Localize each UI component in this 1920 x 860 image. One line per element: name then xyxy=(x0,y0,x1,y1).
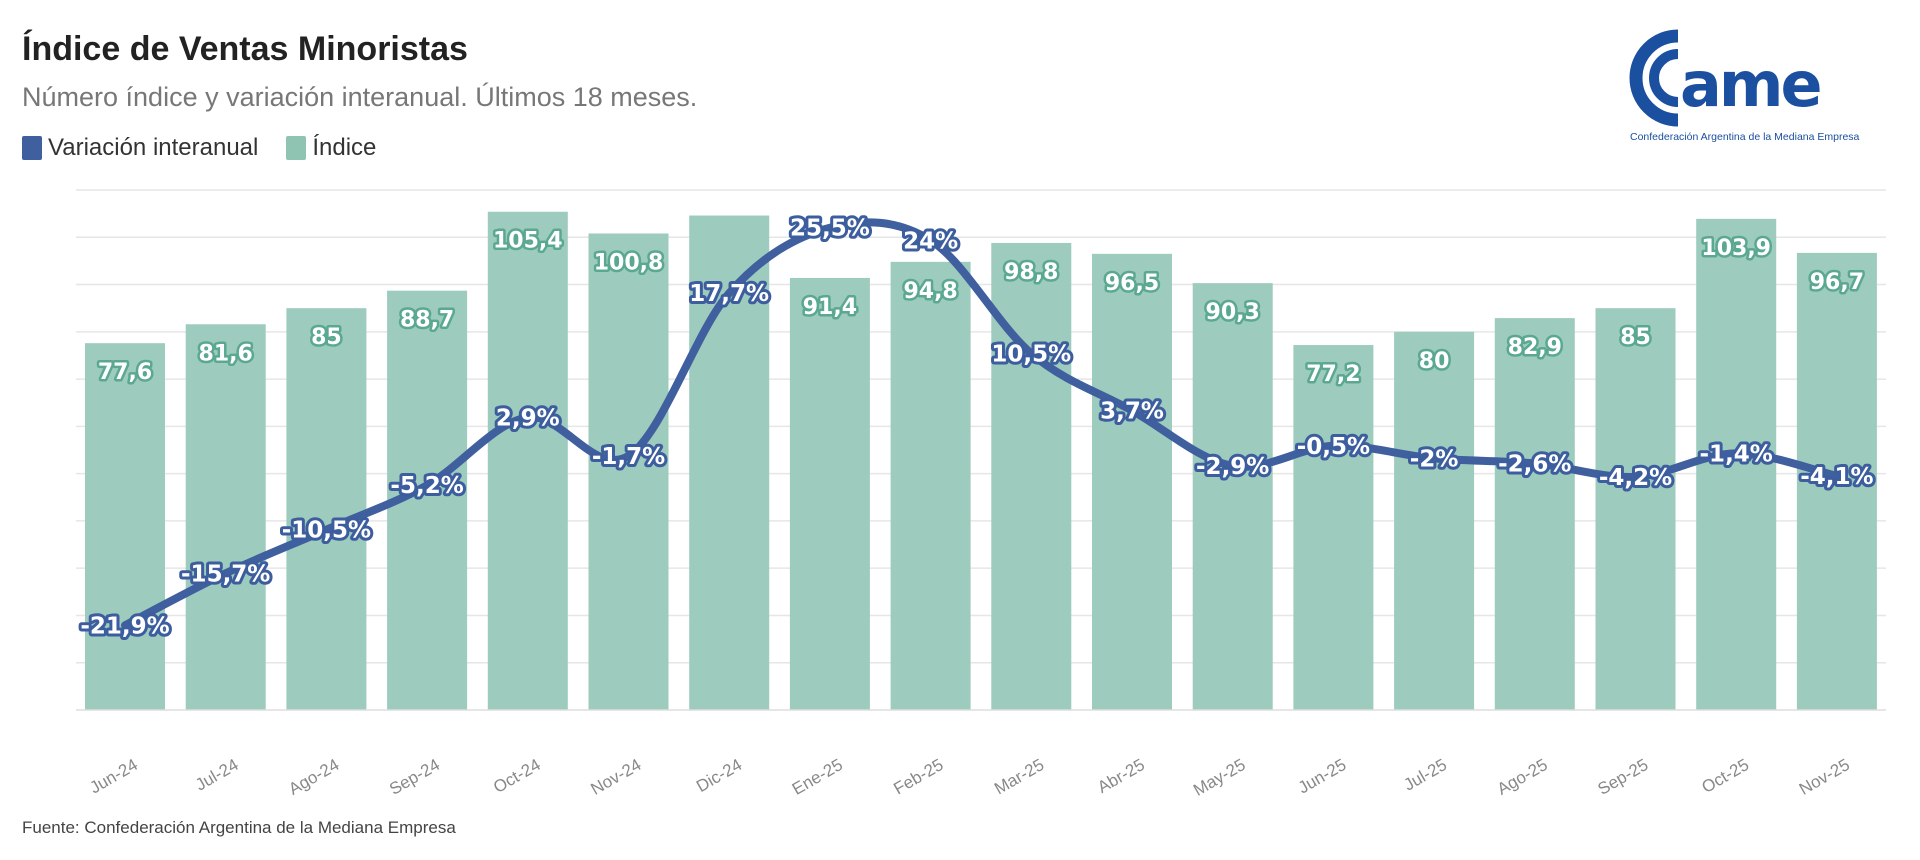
x-tick-label: Jun-24 xyxy=(86,755,141,797)
x-tick-label: Oct-25 xyxy=(1699,755,1753,797)
chart: 77,6 81,6 85 88,7 105,4 100,8 91,4 94,8 98,8 96,5… xyxy=(76,189,1886,800)
variation-point-label: 24% xyxy=(903,228,958,254)
variation-point-label: -4,1% xyxy=(1800,464,1873,490)
variation-point-label: -5,2% xyxy=(390,473,463,499)
bar-value-label: 85 xyxy=(311,325,342,350)
bar-Ago-24 xyxy=(286,308,367,710)
bar-Mar-25 xyxy=(991,242,1072,711)
bar-May-25 xyxy=(1192,283,1273,710)
variation-point-label: -0,5% xyxy=(1297,434,1370,460)
legend-swatch-indice xyxy=(286,136,307,160)
legend-label: Índice xyxy=(312,134,377,161)
bar-value-label: 91,4 xyxy=(803,295,857,320)
legend-item-variacion: Variación interanual xyxy=(22,134,258,162)
variation-point-label: -2,6% xyxy=(1498,451,1571,477)
came-logo: ame Confederación Argentina de la Median… xyxy=(1629,29,1860,143)
variation-point-label: 2,9% xyxy=(496,405,560,431)
x-tick-label: Abr-25 xyxy=(1094,755,1148,797)
legend-swatch-variacion xyxy=(22,136,42,160)
x-tick-label: Sep-25 xyxy=(1595,755,1652,799)
bar-Abr-25 xyxy=(1092,253,1172,710)
variation-point-label: -21,9% xyxy=(80,613,169,639)
bar-value-label: 77,6 xyxy=(98,360,152,385)
x-tick-label: May-25 xyxy=(1190,755,1249,800)
variation-point-label: 25,5% xyxy=(790,216,870,242)
x-tick-label: Jul-24 xyxy=(192,755,242,795)
x-tick-label: Sep-24 xyxy=(386,755,443,799)
x-tick-label: Nov-25 xyxy=(1796,755,1853,799)
bar-value-label: 90,3 xyxy=(1206,300,1260,325)
bar-value-label: 96,5 xyxy=(1105,271,1159,296)
x-tick-label: Jun-25 xyxy=(1295,755,1350,797)
variation-point-label: -10,5% xyxy=(282,518,371,544)
variation-point-label: -1,4% xyxy=(1700,441,1773,467)
x-tick-label: Nov-24 xyxy=(588,755,645,799)
bar-value-label: 81,6 xyxy=(199,341,253,366)
variation-point-label: 17,7% xyxy=(689,281,769,307)
variation-line xyxy=(121,218,1841,630)
variation-point-label: -2% xyxy=(1410,446,1459,472)
bar-Ene-25 xyxy=(789,277,870,710)
x-tick-label: Ago-25 xyxy=(1494,755,1551,799)
bar-value-label: 80 xyxy=(1419,349,1450,374)
source-note: Fuente: Confederación Argentina de la Me… xyxy=(22,818,456,837)
bar-value-label: 103,9 xyxy=(1701,236,1771,261)
bar-value-label: 85 xyxy=(1620,325,1651,350)
bar-value-label: 82,9 xyxy=(1508,335,1562,360)
variation-point-label: -4,2% xyxy=(1599,465,1672,491)
svg-text:Confederación Argentina de la: Confederación Argentina de la Mediana Em… xyxy=(1630,131,1860,143)
bar-Nov-25 xyxy=(1796,252,1877,710)
x-tick-label: Ago-24 xyxy=(285,755,342,799)
bar-Jun-25 xyxy=(1293,345,1374,710)
variation-point-label: -1,7% xyxy=(592,444,665,470)
bar-Feb-25 xyxy=(890,261,971,710)
x-tick-label: Jul-25 xyxy=(1400,755,1450,795)
bar-Jul-24 xyxy=(185,324,266,710)
legend: Variación interanual Índice xyxy=(22,134,376,162)
variation-point-label: -2,9% xyxy=(1196,454,1269,480)
variation-point-label: 10,5% xyxy=(991,342,1071,368)
bar-value-label: 96,7 xyxy=(1810,270,1864,295)
bar-value-label: 105,4 xyxy=(493,229,563,254)
bar-value-label: 77,2 xyxy=(1306,362,1360,387)
chart-subtitle: Número índice y variación interanual. Úl… xyxy=(22,82,698,112)
bar-Nov-24 xyxy=(588,233,669,710)
bar-value-label: 100,8 xyxy=(594,250,664,275)
x-tick-label: Mar-25 xyxy=(991,755,1047,798)
legend-item-indice: Índice xyxy=(286,134,376,162)
chart-title: Índice de Ventas Minoristas xyxy=(22,30,468,68)
x-tick-label: Ene-25 xyxy=(789,755,846,799)
bar-Oct-24 xyxy=(487,211,568,710)
bar-value-label: 94,8 xyxy=(903,279,957,304)
x-tick-label: Dic-24 xyxy=(693,755,745,796)
bar-Oct-25 xyxy=(1696,218,1777,710)
variation-point-label: 3,7% xyxy=(1100,399,1164,425)
bar-value-label: 98,8 xyxy=(1004,260,1058,285)
x-tick-label: Oct-24 xyxy=(490,755,544,797)
svg-text:ame: ame xyxy=(1680,48,1820,121)
bar-Sep-25 xyxy=(1595,308,1676,710)
x-tick-label: Feb-25 xyxy=(890,755,946,798)
variation-point-label: -15,7% xyxy=(181,561,270,587)
legend-label: Variación interanual xyxy=(48,134,259,161)
bar-Jul-25 xyxy=(1394,331,1475,710)
bar-value-label: 88,7 xyxy=(400,308,454,333)
bar-Jun-24 xyxy=(85,343,165,710)
bar-Ago-25 xyxy=(1494,318,1575,710)
